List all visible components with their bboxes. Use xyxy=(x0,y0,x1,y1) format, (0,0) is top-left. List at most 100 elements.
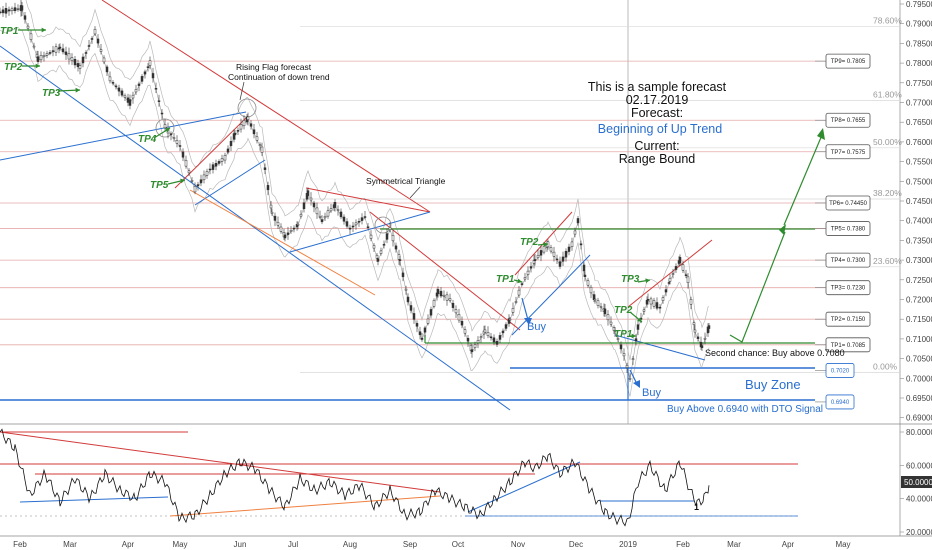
target-box-layer: TP9= 0.7805 TP8= 0.7655 TP7= 0.7575 TP6= 0.… xyxy=(815,53,871,410)
candle-body xyxy=(486,332,490,336)
candle-body xyxy=(323,216,327,219)
candle-body xyxy=(64,51,68,55)
tp-marker-label: TP2 xyxy=(614,305,633,316)
candle-body xyxy=(299,213,303,217)
candle-body xyxy=(404,288,408,291)
tp-marker-arrowhead xyxy=(75,87,80,93)
forecast-arrowhead-2 xyxy=(817,128,825,140)
candle-body xyxy=(451,302,455,308)
candle-body xyxy=(631,358,635,360)
candle-body xyxy=(172,137,176,139)
rising-flag-label: Rising Flag forecast xyxy=(236,62,312,72)
candle-body xyxy=(242,120,246,127)
candle-body xyxy=(134,89,138,93)
tp-marker-label: TP1 xyxy=(0,26,19,37)
candle-body xyxy=(622,353,626,357)
blue-flag-lower xyxy=(194,159,266,206)
candle-body xyxy=(87,45,91,47)
candle-body xyxy=(529,266,533,269)
candle-body xyxy=(220,158,224,162)
candle-body xyxy=(684,274,688,276)
candle-body xyxy=(105,66,109,73)
time-tick-label: Mar xyxy=(63,540,77,549)
candle-body xyxy=(552,251,556,257)
candle-body xyxy=(114,85,118,88)
candle-body xyxy=(398,259,402,261)
osc-tick-label: 60.0000 xyxy=(906,461,932,470)
buy-arrow-2 xyxy=(629,369,638,385)
candle-body xyxy=(236,130,240,132)
target-box-label: TP9= 0.7805 xyxy=(831,59,866,65)
candle-body xyxy=(415,323,419,327)
oscillator-series xyxy=(0,428,710,527)
candle-body xyxy=(420,338,424,340)
candle-body xyxy=(73,59,77,66)
candle-body xyxy=(696,336,700,339)
candle-body xyxy=(707,325,711,329)
candle-body xyxy=(78,65,82,69)
candle-body xyxy=(436,289,440,295)
fib-level-label: 50.00% xyxy=(873,137,902,147)
osc-tick-label: 20.0000 xyxy=(906,528,932,537)
target-box xyxy=(825,311,871,327)
candle-body xyxy=(137,83,141,86)
candle-body xyxy=(678,257,682,264)
candle-body xyxy=(692,322,696,325)
candle-body xyxy=(266,185,270,191)
buy-label-1: Buy xyxy=(527,321,546,333)
candle-body xyxy=(439,290,443,297)
osc-red-diagonal xyxy=(0,431,441,493)
candle-body xyxy=(131,94,135,99)
osc-tick-label: 40.0000 xyxy=(906,495,932,504)
candle-body xyxy=(273,215,277,221)
rising-flag-sublabel: Continuation of down trend xyxy=(228,72,330,82)
tp-marker-label: TP5 xyxy=(150,180,169,191)
candle-body xyxy=(128,99,132,106)
candle-body xyxy=(520,283,524,285)
candle-body xyxy=(372,245,376,249)
candle-body xyxy=(570,241,574,247)
candle-body xyxy=(306,190,310,196)
candle-body xyxy=(157,100,161,102)
candle-body xyxy=(120,90,124,96)
candle-body xyxy=(514,301,518,303)
candle-body xyxy=(504,324,508,329)
candle-body xyxy=(42,55,46,57)
tp-marker-arrowhead xyxy=(637,317,642,322)
candle-body xyxy=(542,246,546,253)
candle-body xyxy=(229,140,233,146)
forecast-value: Beginning of Up Trend xyxy=(598,122,722,136)
candle-body xyxy=(163,124,167,129)
triangle-lower xyxy=(289,211,431,253)
candle-body xyxy=(1,9,5,14)
candle-body xyxy=(320,219,324,223)
osc-blue-1 xyxy=(19,496,169,503)
buy-label-2: Buy xyxy=(642,387,661,399)
candle-body xyxy=(460,320,464,326)
candle-body xyxy=(448,298,452,301)
candle-body xyxy=(67,53,71,60)
triangle-upper xyxy=(305,187,431,213)
target-box xyxy=(825,252,871,268)
second-chance-label: Second chance: Buy above 0.7080 xyxy=(705,348,845,358)
candle-body xyxy=(54,46,58,53)
tp-marker-arrowhead xyxy=(35,63,40,69)
candle-body xyxy=(579,243,583,246)
target-box xyxy=(825,195,871,211)
fib-level-label: 78.60% xyxy=(873,15,902,25)
blue-flag-line xyxy=(0,111,247,161)
buy-above-label: Buy Above 0.6940 with DTO Signal xyxy=(667,404,823,415)
forecast-date: 02.17.2019 xyxy=(626,93,689,107)
candle-body xyxy=(61,48,65,53)
candle-body xyxy=(406,296,410,303)
candle-body xyxy=(354,222,358,226)
candle-body xyxy=(442,294,446,297)
target-box-label: TP8= 0.7655 xyxy=(831,118,866,124)
candle-body xyxy=(463,329,467,334)
